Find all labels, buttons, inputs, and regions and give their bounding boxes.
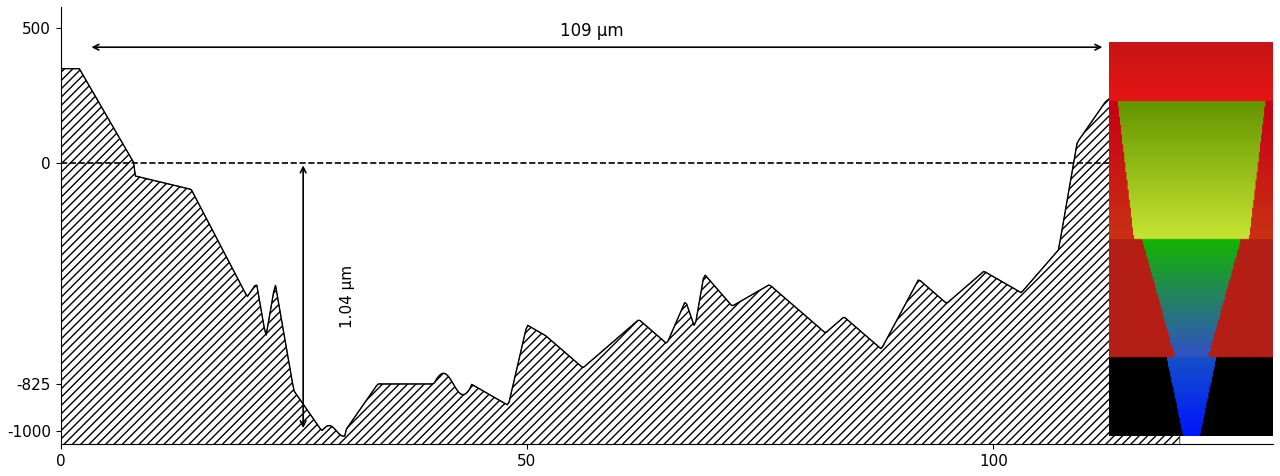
- Text: 1.04 μm: 1.04 μm: [340, 265, 356, 328]
- Text: 109 μm: 109 μm: [561, 22, 625, 40]
